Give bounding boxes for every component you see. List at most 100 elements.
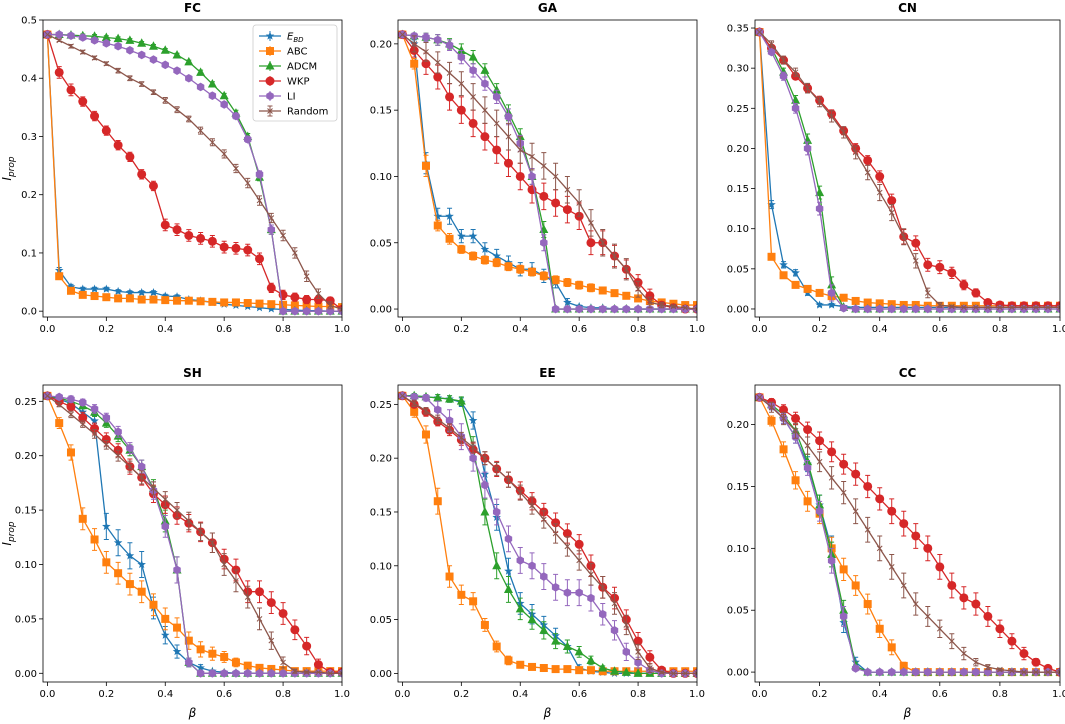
series-line-e-bd	[758, 31, 1060, 309]
data-point	[196, 645, 205, 654]
series-line-abc	[758, 397, 1060, 673]
data-point	[280, 232, 286, 239]
data-point	[503, 158, 513, 168]
data-point	[924, 667, 932, 677]
data-point	[279, 306, 287, 316]
data-point	[78, 284, 88, 293]
legend-entry-li: LI	[259, 91, 296, 103]
data-point	[184, 56, 194, 66]
data-point	[196, 67, 206, 76]
data-point	[623, 266, 630, 273]
data-point	[586, 655, 596, 664]
data-point	[244, 135, 252, 144]
x-tick-label: 0.4	[872, 689, 888, 700]
series-adcm	[755, 27, 1060, 313]
legend-entry-random: Random	[259, 105, 328, 118]
data-point	[315, 669, 322, 676]
data-point	[576, 557, 583, 564]
legend-label: ADCM	[287, 62, 317, 73]
data-point	[480, 244, 490, 254]
data-point	[645, 291, 655, 301]
data-point	[410, 407, 419, 416]
series-random	[756, 29, 1060, 311]
data-point	[480, 255, 489, 264]
data-point	[161, 60, 169, 70]
data-point	[900, 582, 907, 589]
data-point	[973, 304, 979, 311]
data-point	[924, 613, 931, 620]
data-point	[610, 289, 619, 298]
data-point	[114, 294, 123, 303]
data-point	[268, 637, 275, 644]
data-point	[480, 620, 489, 629]
series-line-adcm	[758, 31, 1060, 310]
data-point	[160, 630, 170, 639]
data-point	[839, 293, 848, 302]
data-point	[103, 441, 110, 448]
data-point	[633, 636, 643, 646]
data-point	[875, 299, 884, 308]
data-point	[196, 297, 205, 306]
y-tick-label: 0.25	[15, 397, 37, 408]
series-line-e-bd	[759, 396, 1060, 673]
data-point	[66, 402, 76, 412]
y-tick-label: 0.05	[727, 264, 749, 275]
data-point	[586, 238, 596, 248]
data-point	[540, 162, 547, 169]
axes-frame	[397, 19, 698, 318]
data-point	[864, 169, 871, 176]
data-point	[563, 278, 572, 287]
y-tick-label: 0.10	[727, 544, 749, 555]
data-point	[887, 196, 897, 206]
data-point	[539, 625, 549, 634]
data-point	[79, 49, 86, 55]
data-point	[469, 66, 477, 75]
data-point	[90, 535, 99, 544]
data-point	[480, 506, 490, 516]
data-point	[137, 169, 147, 179]
data-point	[220, 100, 228, 109]
data-point	[255, 587, 265, 597]
data-point	[888, 564, 895, 570]
data-point	[256, 616, 263, 622]
series-li	[43, 391, 342, 678]
data-point	[575, 666, 584, 675]
data-point	[114, 569, 123, 578]
data-point	[137, 560, 146, 569]
data-point	[1008, 667, 1016, 677]
data-point	[256, 197, 263, 204]
data-point	[339, 670, 342, 677]
x-tick-label: 0.8	[275, 324, 291, 335]
data-point	[839, 612, 848, 621]
data-point	[959, 593, 969, 603]
data-point	[445, 40, 454, 50]
data-point	[184, 230, 194, 240]
data-point	[150, 485, 157, 492]
data-point	[314, 669, 323, 678]
x-tick-label: 1.0	[689, 324, 705, 335]
data-point	[302, 295, 312, 305]
data-point	[505, 133, 512, 140]
legend-entry-e-bd: EBD	[259, 31, 304, 44]
data-point	[851, 664, 860, 673]
data-point	[196, 82, 205, 92]
data-point	[780, 57, 787, 63]
data-point	[1057, 304, 1060, 311]
x-tick-label: 0.8	[275, 689, 291, 700]
data-point	[422, 32, 430, 42]
data-point	[101, 32, 111, 41]
y-tick-label: 0.05	[370, 238, 392, 249]
data-point	[267, 304, 276, 313]
data-point	[445, 416, 454, 425]
axes-frame	[397, 384, 698, 683]
data-point	[196, 233, 206, 243]
data-point	[504, 534, 513, 544]
data-point	[780, 415, 787, 422]
panel-title: CC	[899, 366, 917, 380]
data-point	[339, 306, 342, 313]
data-point	[622, 647, 631, 657]
data-point	[445, 234, 454, 243]
data-point	[803, 144, 812, 153]
y-tick-label: 0.0	[21, 307, 37, 318]
legend-marker	[265, 31, 275, 40]
